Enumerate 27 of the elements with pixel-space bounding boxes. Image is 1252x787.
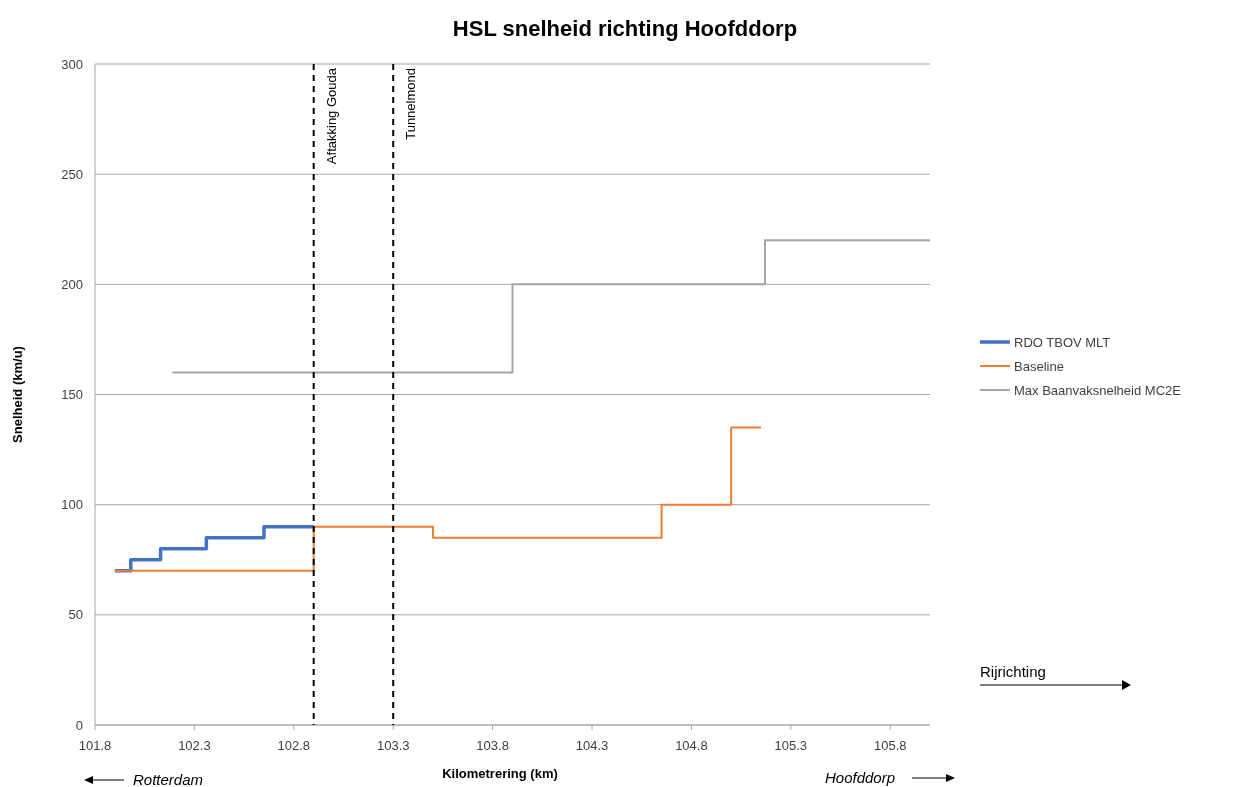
text: Hoofddorp (825, 769, 896, 786)
y-tick-label: 250 (61, 166, 83, 182)
y-tick-label: 100 (61, 497, 83, 513)
y-tick-label: 0 (75, 717, 83, 733)
x-tick-label: 105.3 (774, 738, 808, 753)
text: Rotterdam (133, 771, 204, 787)
x-tick-label: 104.8 (675, 738, 708, 753)
y-tick-label: 200 (61, 276, 83, 292)
y-tick-label: 50 (68, 607, 83, 623)
x-axis-title: Kilometrering (km) (442, 766, 558, 781)
x-tick-label: 103.8 (476, 738, 509, 753)
legend-label: Baseline (1014, 358, 1064, 374)
ref-line-label: Tunnelmond (403, 68, 419, 140)
text: Rijrichting (980, 663, 1046, 680)
y-tick-label: 300 (61, 56, 83, 72)
x-tick-label: 104.3 (575, 738, 609, 753)
legend-label: Max Baanvaksnelheid MC2E (1014, 382, 1182, 398)
chart-title: HSL snelheid richting Hoofddorp (452, 16, 798, 41)
x-tick-label: 102.8 (277, 738, 311, 753)
x-tick-label: 103.3 (376, 738, 410, 753)
y-tick-label: 150 (61, 387, 83, 403)
x-tick-label: 105.8 (873, 738, 907, 753)
x-tick-label: 101.8 (78, 738, 112, 753)
x-tick-label: 102.3 (178, 738, 211, 753)
y-axis-title: Snelheid (km/u) (10, 346, 25, 443)
ref-line-label: Aftakking Gouda (323, 67, 339, 165)
legend-label: RDO TBOV MLT (1014, 334, 1111, 350)
